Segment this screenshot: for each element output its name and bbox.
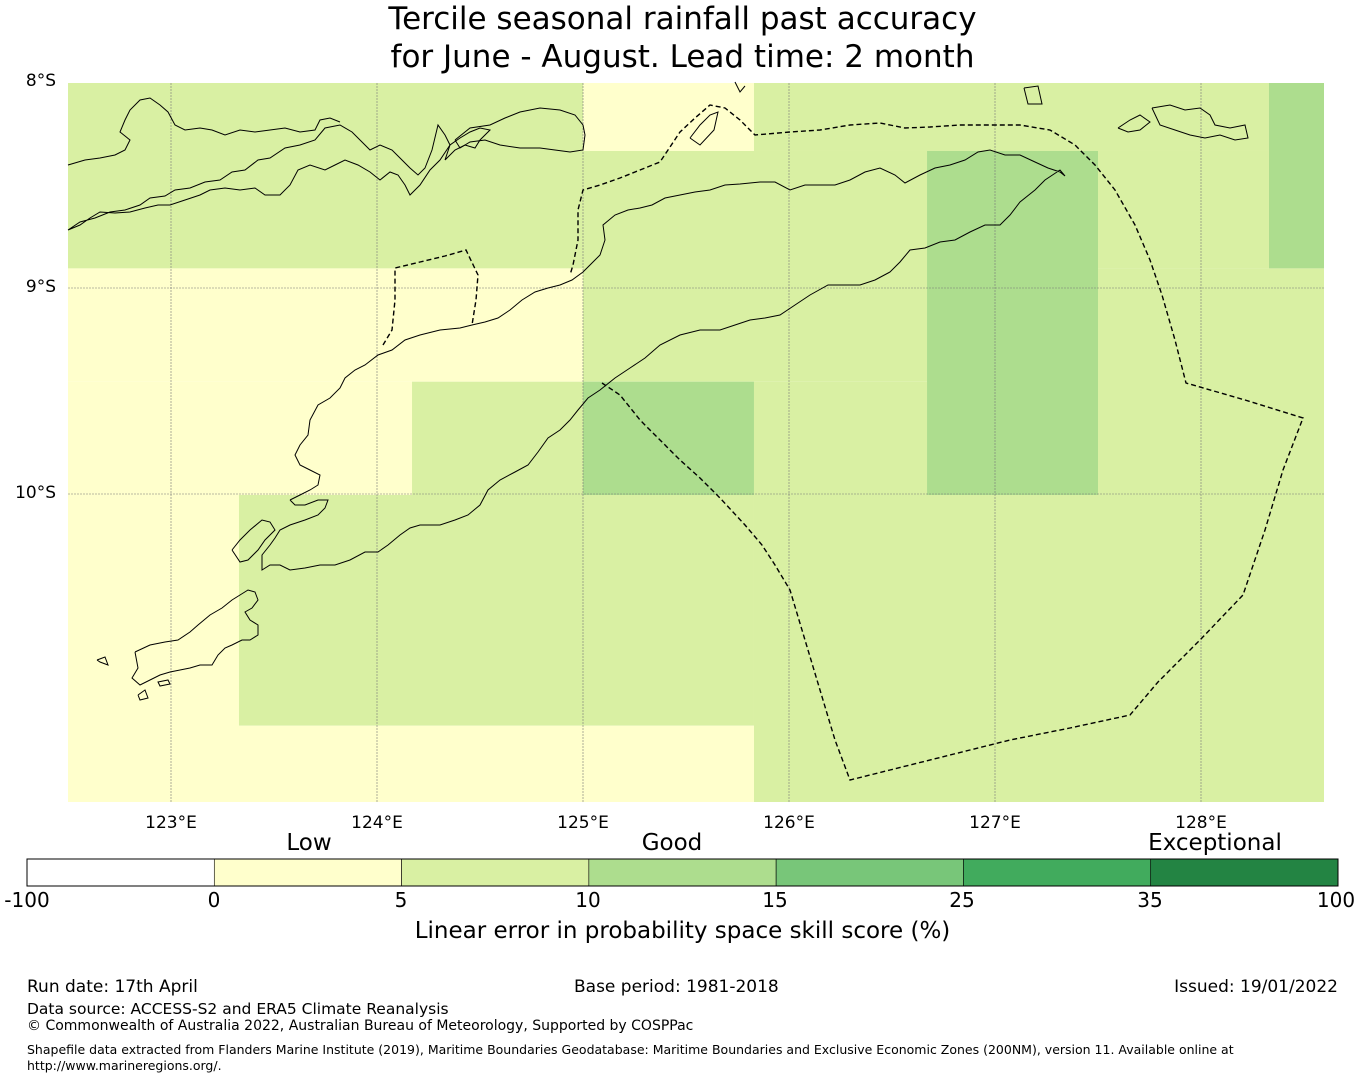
- coastlines: [67, 81, 1249, 701]
- skill-cell: [583, 83, 754, 151]
- tick-label: 0: [207, 888, 221, 912]
- run-date: Run date: 17th April: [27, 977, 198, 997]
- shapefile-credit-line-2: http://www.marineregions.org/.: [27, 1058, 222, 1073]
- skill-cell: [753, 381, 928, 495]
- issued-date: Issued: 19/01/2022: [1174, 977, 1338, 997]
- colorbar-frame: [26, 858, 1339, 887]
- copyright: © Commonwealth of Australia 2022, Austra…: [27, 1018, 694, 1034]
- graticule: [68, 83, 1324, 802]
- category-label-exceptional: Exceptional: [1148, 830, 1282, 856]
- skill-cell: [583, 150, 928, 382]
- skill-cell: [1098, 268, 1324, 495]
- tick-label: 25: [949, 888, 975, 912]
- skill-cell: [68, 268, 583, 382]
- coastline-alor: [454, 107, 586, 153]
- colorbar-bin: [26, 858, 215, 887]
- base-period: Base period: 1981-2018: [574, 977, 779, 997]
- colorbar-bin: [775, 858, 964, 887]
- lon-label-126e: 126°E: [763, 813, 815, 833]
- skill-cell: [68, 495, 239, 802]
- colorbar-title: Linear error in probability space skill …: [414, 918, 951, 944]
- colorbar-bin: [1150, 858, 1339, 887]
- skill-cell: [753, 495, 1324, 802]
- lon-label-123e: 123°E: [145, 813, 197, 833]
- skill-cell: [753, 83, 1269, 151]
- colorbar-bin: [401, 858, 590, 887]
- skill-cell: [412, 381, 583, 495]
- eez-boundary-oecusse: [382, 249, 479, 346]
- shapefile-credit: Shapefile data extracted from Flanders M…: [27, 1042, 1347, 1074]
- shapefile-credit-line-1: Shapefile data extracted from Flanders M…: [27, 1042, 1234, 1057]
- category-label-low: Low: [286, 830, 332, 856]
- maritime-boundaries: [382, 104, 1304, 781]
- title-line-2: for June - August. Lead time: 2 month: [390, 39, 975, 75]
- colorbar-bin: [213, 858, 402, 887]
- tick-label: 35: [1137, 888, 1163, 912]
- coastline-wetar-2: [1151, 104, 1249, 141]
- skill-cell: [238, 495, 754, 726]
- coastline-ndao: [96, 656, 109, 666]
- coastline-timor: [261, 149, 1066, 571]
- lon-label-128e: 128°E: [1175, 813, 1227, 833]
- tick-label: -100: [4, 888, 50, 912]
- colorbar-bin: [963, 858, 1152, 887]
- skill-cells: [68, 83, 1324, 802]
- coastline-atauro: [689, 111, 719, 146]
- category-label-good: Good: [641, 830, 703, 856]
- coastline-rote: [131, 589, 259, 686]
- skill-cell: [583, 381, 754, 495]
- skill-cell: [927, 150, 1098, 496]
- coastline-islet-2: [734, 81, 746, 93]
- skill-cell: [68, 83, 583, 269]
- data-source: Data source: ACCESS-S2 and ERA5 Climate …: [27, 1000, 449, 1018]
- coastline-flores-north: [67, 97, 341, 166]
- colorbar-bin: [588, 858, 777, 887]
- coastline-islet: [1023, 85, 1043, 105]
- title-line-1: Tercile seasonal rainfall past accuracy: [388, 1, 977, 37]
- chart-title: Tercile seasonal rainfall past accuracy …: [0, 0, 1365, 76]
- coastline-pantar: [444, 127, 492, 161]
- tick-label: 5: [394, 888, 408, 912]
- lon-label-124e: 124°E: [351, 813, 403, 833]
- coastline-islet-3: [137, 689, 149, 701]
- lon-label-127e: 127°E: [969, 813, 1021, 833]
- lat-label-8s: 8°S: [25, 71, 56, 91]
- tick-label: 100: [1316, 888, 1356, 912]
- lon-label-125e: 125°E: [557, 813, 609, 833]
- skill-cell: [1268, 83, 1324, 269]
- colorbar-bins: [26, 858, 1339, 887]
- eez-boundary-timor-leste: [569, 104, 1304, 781]
- coastline-semau: [231, 519, 276, 563]
- coastline-wetar: [1117, 114, 1151, 133]
- skill-cell: [238, 725, 754, 802]
- skill-cell: [68, 381, 413, 495]
- tick-label: 10: [575, 888, 601, 912]
- lat-label-10s: 10°S: [15, 483, 56, 503]
- coastline-islet-4: [157, 679, 171, 687]
- lat-label-9s: 9°S: [25, 277, 56, 297]
- tick-label: 15: [762, 888, 788, 912]
